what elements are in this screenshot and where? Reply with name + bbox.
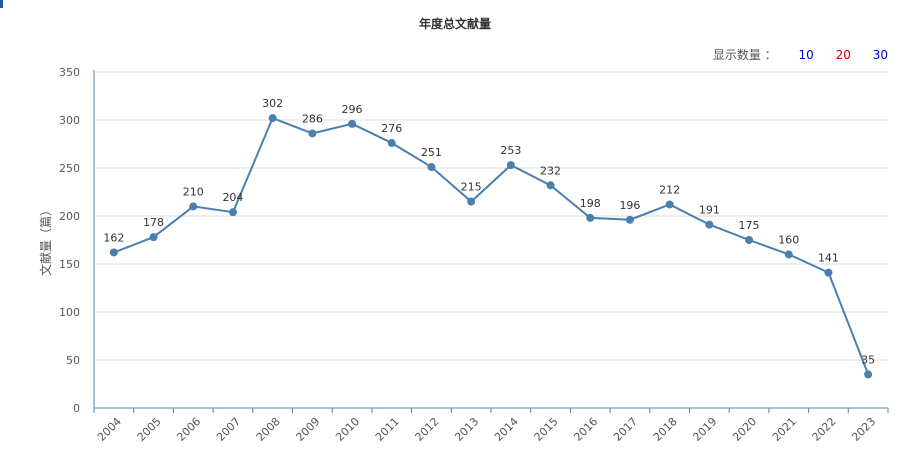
x-tick-label: 2011 — [373, 415, 402, 444]
data-label: 160 — [778, 233, 799, 246]
x-tick-label: 2012 — [413, 415, 442, 444]
display-count-label: 显示数量 ： — [712, 48, 777, 62]
data-label: 178 — [143, 216, 164, 229]
data-point[interactable] — [745, 236, 754, 244]
x-tick-label: 2017 — [611, 415, 640, 444]
data-label: 210 — [183, 185, 204, 198]
data-label: 215 — [461, 181, 482, 194]
data-point[interactable] — [824, 268, 833, 277]
data-point[interactable] — [506, 161, 515, 170]
data-point[interactable] — [467, 197, 476, 206]
display-count-option-20[interactable]: 20 — [835, 48, 851, 62]
data-label: 251 — [421, 146, 442, 159]
data-label: 232 — [540, 164, 561, 177]
data-point[interactable] — [189, 202, 198, 211]
display-count-option-10[interactable]: 10 — [798, 48, 814, 62]
data-point[interactable] — [308, 129, 317, 138]
data-label: 141 — [818, 252, 839, 265]
series-layer — [109, 114, 873, 379]
data-point[interactable] — [864, 370, 873, 379]
y-tick-label: 0 — [73, 402, 80, 415]
x-tick-label: 2007 — [214, 415, 243, 444]
data-point[interactable] — [665, 200, 674, 209]
corner-mark — [0, 0, 3, 8]
display-count-selector: 显示数量 ： 10 20 30 — [713, 46, 888, 63]
series-line — [113, 116, 870, 375]
y-tick-label: 300 — [59, 114, 80, 127]
data-label: 204 — [222, 191, 243, 204]
x-tick-label: 2014 — [492, 415, 521, 444]
y-tick-label: 50 — [66, 354, 80, 367]
data-labels: 162 178 210 204 302 286 296 276 251 215 253 232 198 1… — [103, 97, 875, 366]
data-label: 212 — [659, 183, 680, 196]
grid-lines — [94, 71, 888, 361]
data-label: 191 — [699, 204, 720, 217]
y-tick-label: 350 — [59, 66, 80, 79]
chart-title: 年度总文献量 — [418, 17, 491, 31]
data-label: 302 — [262, 97, 283, 110]
x-tick-label: 2021 — [770, 415, 799, 444]
x-tick-label: 2016 — [571, 415, 600, 444]
y-axis-title: 文献量（篇） — [38, 204, 53, 276]
x-tick-label: 2009 — [293, 415, 322, 444]
x-tick-label: 2015 — [532, 415, 561, 444]
x-tick-label: 2006 — [174, 415, 203, 444]
data-point[interactable] — [784, 250, 793, 259]
data-label: 286 — [302, 112, 323, 125]
data-point[interactable] — [387, 139, 396, 148]
y-tick-label: 100 — [59, 306, 80, 319]
data-label: 296 — [342, 103, 363, 116]
data-point[interactable] — [268, 114, 277, 123]
data-point[interactable] — [546, 181, 555, 190]
x-tick-label: 2019 — [690, 415, 719, 444]
display-count-option-30[interactable]: 30 — [872, 48, 888, 62]
x-tick-label: 2018 — [651, 415, 680, 444]
data-point[interactable] — [586, 213, 595, 222]
y-tick-label: 250 — [59, 162, 80, 175]
axes: 0 50 100 150 200 250 300 350 2004 2005 2006 2007 200… — [59, 66, 889, 444]
data-point[interactable] — [348, 119, 357, 128]
x-tick-label: 2023 — [849, 415, 878, 444]
data-label: 253 — [500, 144, 521, 157]
data-point[interactable] — [705, 220, 714, 229]
data-point[interactable] — [625, 215, 634, 224]
x-tick-label: 2008 — [254, 415, 283, 444]
data-label: 276 — [381, 122, 402, 135]
x-tick-label: 2004 — [95, 415, 124, 444]
x-tick-label: 2010 — [333, 415, 362, 444]
data-label: 35 — [861, 353, 875, 366]
data-point[interactable] — [109, 248, 118, 257]
x-tick-label: 2005 — [135, 415, 164, 444]
x-tick-label: 2020 — [730, 415, 759, 444]
data-point[interactable] — [228, 208, 237, 217]
data-label: 162 — [103, 231, 124, 244]
data-label: 198 — [580, 197, 601, 210]
data-point[interactable] — [427, 163, 436, 172]
data-label: 175 — [739, 219, 760, 232]
data-label: 196 — [619, 199, 640, 212]
x-tick-label: 2013 — [452, 415, 481, 444]
x-tick-label: 2022 — [810, 415, 839, 444]
y-tick-label: 200 — [59, 210, 80, 223]
y-tick-label: 150 — [59, 258, 80, 271]
data-point[interactable] — [149, 233, 158, 242]
